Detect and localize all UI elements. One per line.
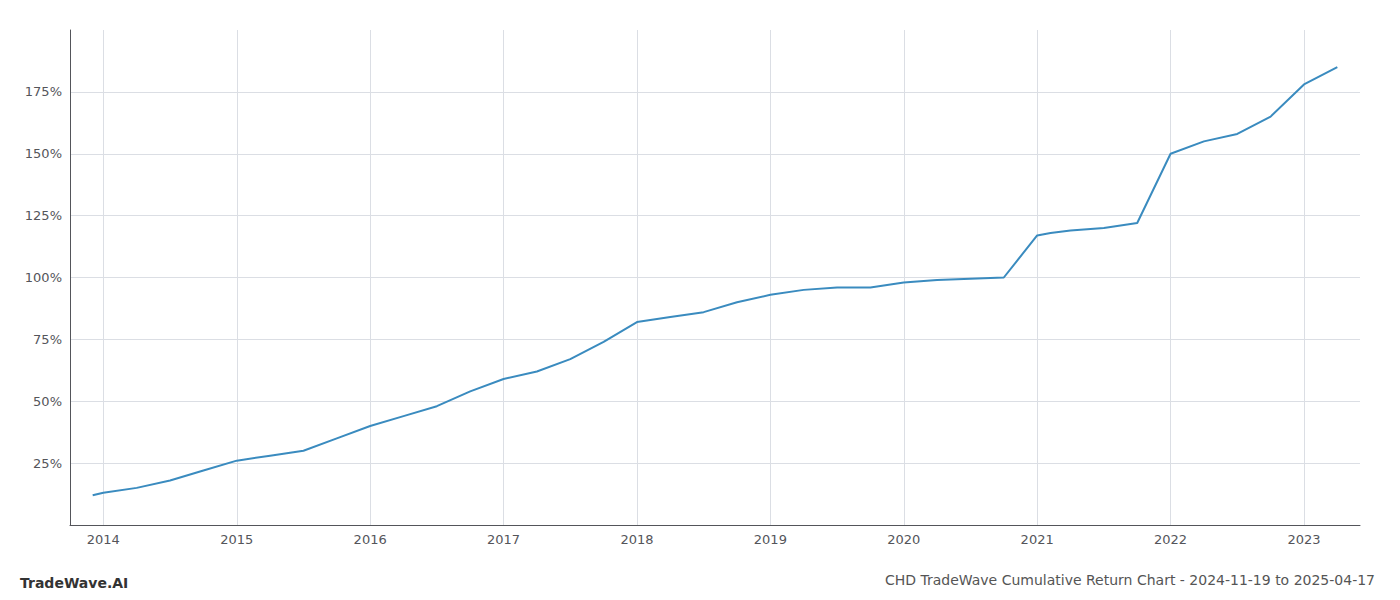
- svg-text:2021: 2021: [1021, 532, 1054, 547]
- svg-text:2019: 2019: [754, 532, 787, 547]
- svg-text:150%: 150%: [25, 146, 62, 161]
- svg-text:2016: 2016: [354, 532, 387, 547]
- svg-text:175%: 175%: [25, 84, 62, 99]
- svg-text:100%: 100%: [25, 270, 62, 285]
- svg-text:2022: 2022: [1154, 532, 1187, 547]
- svg-text:2017: 2017: [487, 532, 520, 547]
- svg-text:25%: 25%: [33, 456, 62, 471]
- svg-text:2020: 2020: [887, 532, 920, 547]
- svg-text:125%: 125%: [25, 208, 62, 223]
- svg-text:CHD TradeWave Cumulative Retur: CHD TradeWave Cumulative Return Chart - …: [885, 572, 1375, 588]
- svg-text:75%: 75%: [33, 332, 62, 347]
- svg-text:2014: 2014: [87, 532, 120, 547]
- svg-text:2018: 2018: [620, 532, 653, 547]
- svg-text:TradeWave.AI: TradeWave.AI: [20, 575, 128, 591]
- svg-text:50%: 50%: [33, 394, 62, 409]
- svg-text:2015: 2015: [220, 532, 253, 547]
- svg-text:2023: 2023: [1287, 532, 1320, 547]
